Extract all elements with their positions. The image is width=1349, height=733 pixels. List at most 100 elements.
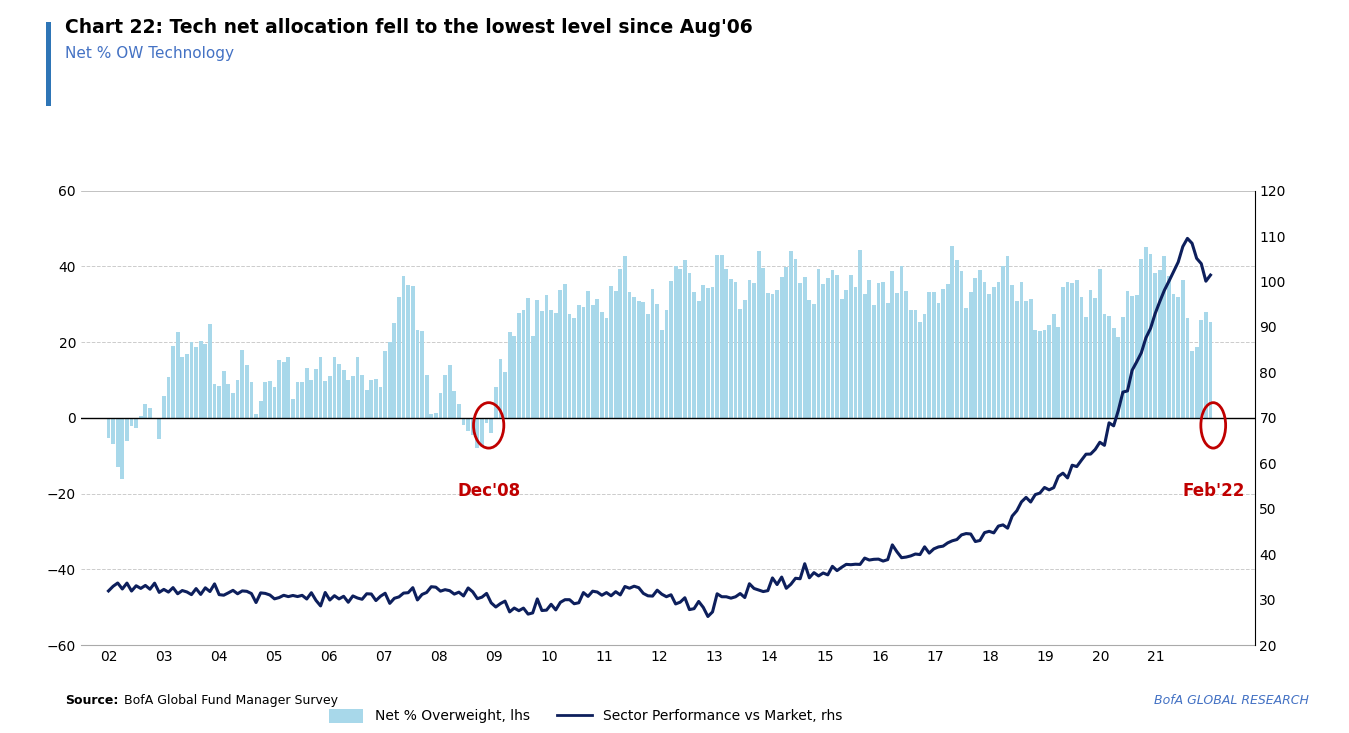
Text: Chart 22: Tech net allocation fell to the lowest level since Aug'06: Chart 22: Tech net allocation fell to th…	[65, 18, 753, 37]
Bar	[448, 365, 452, 418]
Bar	[871, 306, 876, 418]
Bar	[637, 301, 641, 418]
Bar	[452, 391, 456, 418]
Bar	[1085, 317, 1087, 418]
Bar	[1140, 259, 1143, 418]
Bar	[263, 382, 267, 418]
Bar	[457, 404, 461, 418]
Bar	[305, 368, 309, 418]
Bar	[494, 388, 498, 418]
Bar	[627, 292, 631, 418]
Bar	[484, 418, 488, 423]
Bar	[1157, 270, 1161, 418]
Bar	[826, 278, 830, 418]
Bar	[600, 312, 604, 418]
Bar	[839, 300, 843, 418]
Bar	[181, 357, 185, 418]
Bar	[461, 418, 465, 425]
Bar	[816, 269, 820, 418]
Bar	[881, 282, 885, 418]
Bar	[1052, 314, 1056, 418]
Bar	[913, 309, 917, 418]
Bar	[623, 256, 627, 418]
Bar	[213, 384, 216, 418]
Bar	[987, 293, 992, 418]
Bar	[803, 277, 807, 418]
Bar	[286, 357, 290, 418]
Bar	[259, 401, 263, 418]
Bar	[429, 414, 433, 418]
Bar	[1093, 298, 1097, 418]
Bar	[549, 311, 553, 418]
Bar	[185, 354, 189, 418]
Bar	[374, 379, 378, 418]
Bar	[1102, 314, 1106, 418]
Bar	[536, 301, 540, 418]
Bar	[724, 269, 728, 418]
Bar	[254, 414, 258, 418]
Bar	[130, 418, 134, 426]
Bar	[715, 255, 719, 418]
Bar	[974, 279, 977, 418]
Bar	[1125, 291, 1129, 418]
Bar	[706, 288, 710, 418]
Bar	[356, 357, 359, 418]
Bar	[328, 376, 332, 418]
Bar	[646, 314, 650, 418]
Bar	[411, 286, 414, 418]
Bar	[337, 364, 341, 418]
Bar	[1180, 280, 1184, 418]
Bar	[166, 377, 170, 418]
Bar	[111, 418, 115, 444]
Bar	[379, 388, 382, 418]
Bar	[272, 387, 277, 418]
Bar	[217, 386, 221, 418]
Bar	[522, 309, 525, 418]
Bar	[780, 277, 784, 418]
Bar	[204, 345, 208, 418]
Bar	[545, 295, 549, 418]
Bar	[936, 303, 940, 418]
Bar	[309, 380, 313, 418]
Bar	[221, 371, 225, 418]
Bar	[1190, 350, 1194, 418]
Bar	[434, 413, 437, 418]
Bar	[444, 375, 447, 418]
Bar	[1186, 318, 1190, 418]
Bar	[236, 380, 240, 418]
Bar	[158, 418, 161, 439]
Bar	[1006, 256, 1009, 418]
Bar	[965, 308, 969, 418]
Bar	[1163, 257, 1167, 418]
Bar	[1033, 330, 1037, 418]
Bar	[577, 305, 580, 418]
Bar	[1001, 265, 1005, 418]
Bar	[1121, 317, 1125, 418]
Bar	[904, 291, 908, 418]
Bar	[1167, 276, 1171, 418]
Bar	[692, 292, 696, 418]
Bar	[347, 380, 351, 418]
Bar	[471, 418, 475, 435]
Bar	[301, 383, 304, 418]
Text: Dec'08: Dec'08	[457, 482, 521, 500]
Bar	[812, 304, 816, 418]
Bar	[1108, 316, 1112, 418]
Bar	[1112, 328, 1116, 418]
Bar	[877, 283, 881, 418]
Bar	[1029, 299, 1032, 418]
Bar	[291, 399, 295, 418]
Bar	[490, 418, 494, 433]
Bar	[572, 318, 576, 418]
Bar	[656, 304, 660, 418]
Bar	[507, 332, 511, 418]
Bar	[660, 330, 664, 418]
Bar	[776, 290, 778, 418]
Bar	[955, 260, 959, 418]
Bar	[743, 300, 747, 418]
Bar	[526, 298, 530, 418]
Bar	[946, 284, 950, 418]
Bar	[1176, 297, 1180, 418]
Bar	[1043, 330, 1047, 418]
Bar	[1062, 287, 1064, 418]
